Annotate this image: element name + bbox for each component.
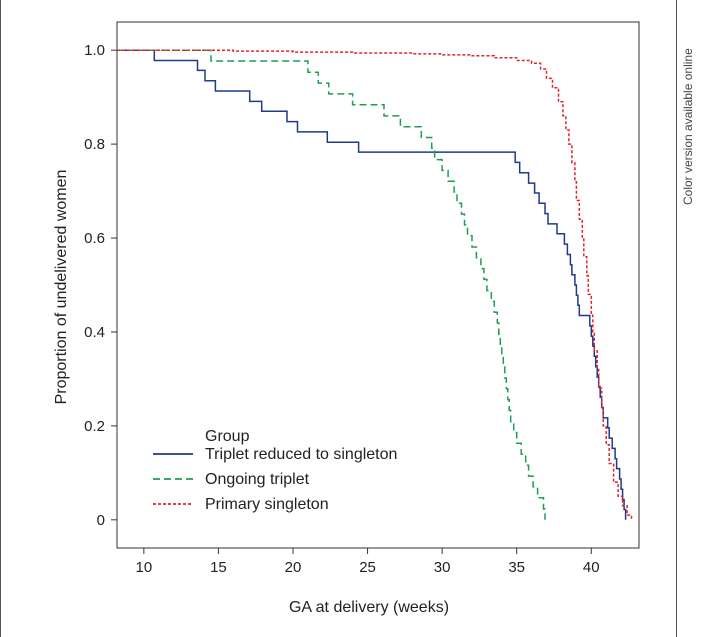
x-tick-label: 40 [583,559,600,576]
y-tick-label: 0.8 [84,136,105,153]
series-lines [117,49,633,520]
series-line-0 [117,49,627,520]
x-tick-label: 30 [434,559,451,576]
x-tick-label: 35 [508,559,525,576]
y-tick-label: 0.6 [84,230,105,247]
x-axis-title: GA at delivery (weeks) [289,599,449,616]
series-line-1 [117,49,546,520]
x-tick-label: 20 [285,559,302,576]
legend-label-0: Triplet reduced to singleton [205,446,397,463]
y-tick-label: 0.2 [84,418,105,435]
x-tick-label: 10 [136,559,153,576]
plot-frame [116,21,640,549]
y-axis-title: Proportion of undelivered women [53,170,70,405]
y-tick-label: 1.0 [84,42,105,59]
axis-ticks: 10 15 20 25 30 35 40 0 0.2 0.4 0.6 0.8 1.0 [84,42,599,576]
x-tick-label: 25 [359,559,376,576]
legend-title: Group [205,428,250,445]
series-line-2 [117,49,633,520]
y-tick-label: 0 [97,512,105,529]
y-tick-label: 0.4 [84,324,105,341]
plot-area [116,21,640,549]
legend-label-2: Primary singleton [205,496,329,513]
legend: Group Triplet reduced to singleton Ongoin… [153,428,397,513]
side-note: Color version available online [681,48,695,205]
legend-label-1: Ongoing triplet [205,471,310,488]
x-tick-label: 15 [210,559,227,576]
